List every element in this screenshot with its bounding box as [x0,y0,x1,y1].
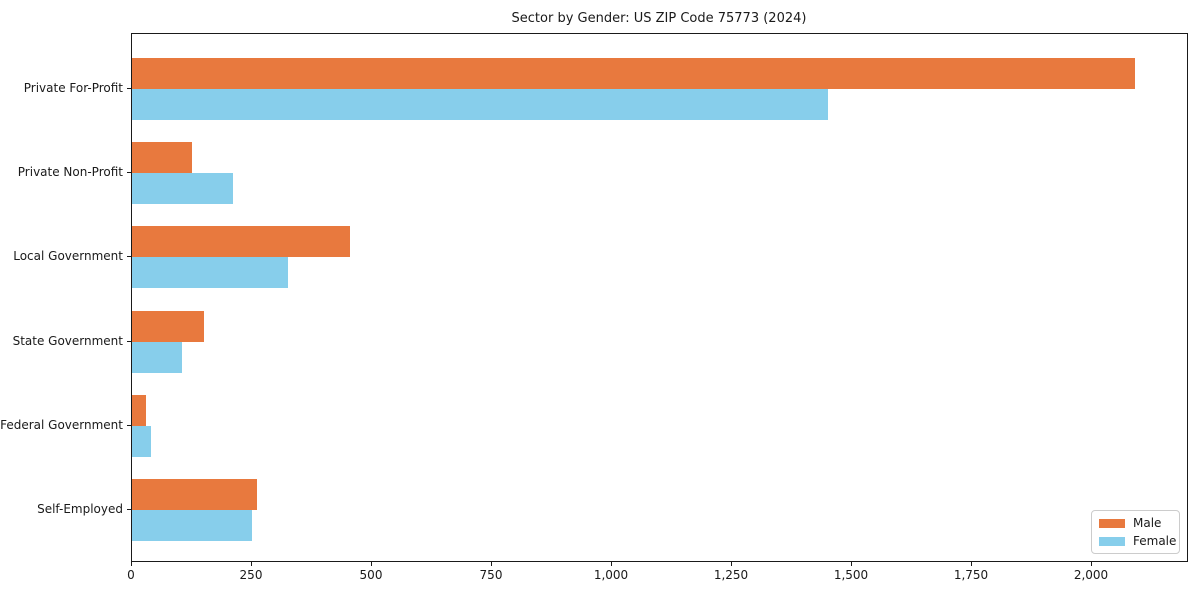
bar-female-1 [132,89,828,120]
y-axis-label: Self-Employed [37,502,123,516]
x-tick-mark [851,562,852,566]
x-tick-mark [251,562,252,566]
bar-male-3 [132,226,350,258]
x-axis-label: 1,250 [713,568,749,582]
y-axis-label: Local Government [13,249,123,264]
y-tick-mark [127,172,131,174]
legend-label: Male [1133,516,1162,530]
x-axis-label: 1,500 [833,568,869,582]
y-axis-label: Private Non-Profit [17,165,123,180]
y-tick-mark [127,509,131,510]
x-tick-mark [971,562,972,566]
x-axis-label: 250 [239,568,263,582]
x-tick-mark [491,562,492,566]
bar-male-6 [132,479,257,510]
x-tick-mark [1091,562,1092,566]
bar-female-2 [132,173,233,205]
x-tick-mark [611,562,612,566]
y-axis-label: Private For-Profit [23,81,123,95]
plot-area [131,33,1188,562]
bar-male-5 [132,394,146,426]
x-tick-mark [131,562,132,566]
bar-male-4 [132,310,204,342]
legend-swatch-icon [1099,536,1125,546]
bar-female-5 [132,425,151,457]
legend-swatch-icon [1099,518,1125,528]
y-tick-mark [127,256,131,258]
y-axis-label: Federal Government [0,417,123,432]
y-tick-mark [127,340,131,342]
y-axis-label: State Government [12,333,123,348]
legend-label: Female [1133,534,1177,548]
x-axis-label: 1,000 [593,568,629,582]
legend-item-female: Female [1099,534,1176,548]
legend-item-male: Male [1099,516,1172,530]
x-tick-mark [371,562,372,566]
x-axis-label: 500 [359,568,383,582]
x-tick-mark [731,562,732,566]
bar-female-4 [132,341,182,373]
bar-female-3 [132,257,288,289]
legend: Male Female [1091,510,1180,554]
bar-male-1 [132,58,1135,89]
bar-female-6 [132,510,252,541]
bar-male-2 [132,142,192,174]
y-tick-mark [127,88,131,89]
x-axis-label: 750 [479,568,503,582]
x-axis-label: 1,750 [953,568,989,582]
chart-title: Sector by Gender: US ZIP Code 75773 (202… [511,11,807,26]
x-axis-label: 2,000 [1073,568,1109,582]
y-tick-mark [127,424,131,426]
x-axis-label: 0 [127,568,135,582]
